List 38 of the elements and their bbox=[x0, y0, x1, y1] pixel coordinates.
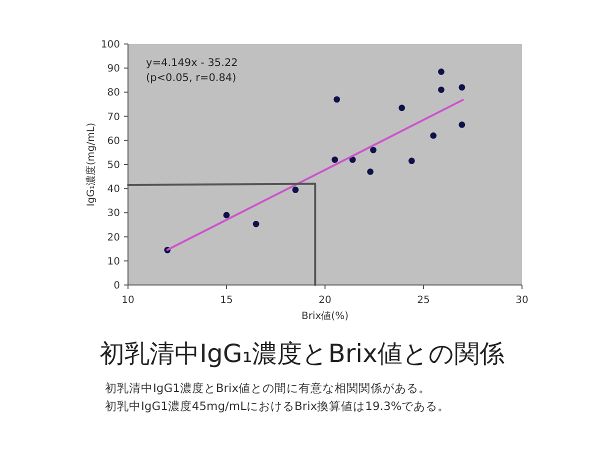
point bbox=[408, 158, 415, 164]
point bbox=[332, 156, 338, 163]
point bbox=[223, 212, 230, 218]
point bbox=[458, 84, 466, 91]
point bbox=[370, 146, 376, 154]
y-tick-label: 0 bbox=[114, 280, 120, 292]
y-tick-label: 30 bbox=[107, 208, 120, 220]
x-tick-label: 20 bbox=[318, 295, 332, 306]
point bbox=[252, 220, 260, 228]
x-tick-label: 15 bbox=[220, 295, 233, 306]
y-tick-label: 10 bbox=[107, 256, 120, 268]
x-tick-label: 30 bbox=[516, 295, 528, 306]
point bbox=[438, 68, 444, 75]
annotation: y=4.149x - 35.22 bbox=[146, 57, 238, 69]
text: 初乳清中IgG₁濃度とBrix値との関係 bbox=[100, 339, 504, 368]
text: 初乳中IgG1濃度45mg/mLにおけるBrix換算値は19.3%である。 bbox=[105, 399, 450, 413]
y-tick-label: 100 bbox=[100, 40, 120, 50]
y-tick-label: 80 bbox=[107, 88, 120, 99]
x-axis-title: Brix値(%) bbox=[302, 310, 349, 322]
point bbox=[367, 168, 374, 175]
y-tick-label: 70 bbox=[107, 112, 120, 123]
x-tick-label: 10 bbox=[122, 295, 134, 306]
y-tick-label: 90 bbox=[107, 64, 120, 75]
point bbox=[349, 156, 356, 163]
point bbox=[334, 96, 340, 103]
annotation: (p<0.05, r=0.84) bbox=[146, 72, 236, 84]
point bbox=[458, 122, 466, 128]
y-axis-title: IgG₁濃度(mg/mL) bbox=[85, 122, 97, 206]
y-tick-label: 50 bbox=[107, 160, 120, 171]
point bbox=[398, 104, 406, 112]
y-tick-label: 60 bbox=[107, 136, 120, 147]
x-tick-label: 25 bbox=[417, 295, 430, 306]
y-tick-label: 40 bbox=[107, 184, 120, 196]
point bbox=[430, 132, 437, 139]
point bbox=[438, 86, 444, 93]
point bbox=[292, 186, 299, 194]
y-tick-label: 20 bbox=[107, 232, 120, 244]
text: 初乳清中IgG1濃度とBrix値との間に有意な相関関係がある。 bbox=[105, 381, 431, 395]
